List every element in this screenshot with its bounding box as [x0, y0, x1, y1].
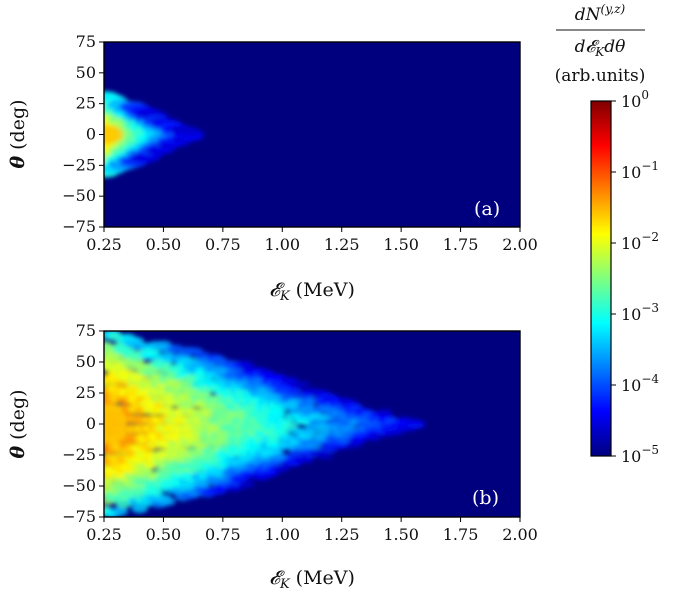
heat-cell	[131, 504, 148, 514]
x-tick-label: 1.00	[264, 235, 300, 254]
x-tick-label: 1.75	[443, 235, 479, 254]
panel-b-heatmap	[104, 331, 425, 517]
panel-a-ticks: 0.25 0.50 0.75 1.00 1.25 1.50 1.75 2.00 75 50 25 0 −…	[62, 32, 538, 254]
y-tick-label: 50	[76, 63, 96, 82]
heat-cell	[388, 429, 405, 435]
y-tick-label: −50	[62, 476, 96, 495]
heat-cell	[238, 361, 255, 370]
x-tick-label: 0.25	[86, 525, 122, 544]
y-tick-label: 0	[86, 125, 96, 144]
heat-cell	[289, 449, 306, 457]
colorbar-tick-label: 100	[621, 88, 649, 111]
colorbar-tick-label: 10−4	[621, 372, 659, 395]
heat-cell	[273, 464, 291, 472]
y-tick-label: −75	[62, 217, 96, 236]
heat-cell	[269, 459, 287, 467]
colorbar-ticks: 100 10−1 10−2 10−3 10−4 10−5	[611, 88, 659, 466]
y-tick-label: −25	[62, 155, 96, 174]
panel-a-heatmap	[104, 91, 204, 178]
heat-cell	[376, 409, 393, 415]
x-tick-label: 0.75	[205, 235, 241, 254]
heat-cell	[407, 419, 425, 426]
x-tick-label: 1.25	[324, 235, 360, 254]
colorbar-tick-label: 10−3	[621, 301, 659, 324]
x-tick-label: 0.50	[146, 525, 182, 544]
y-tick-label: 0	[86, 414, 96, 433]
heat-cell	[301, 428, 318, 436]
panel-a-ylabel: θ(deg)	[7, 99, 29, 168]
colorbar-tick-label: 10−2	[621, 230, 659, 253]
x-tick-label: 0.50	[146, 235, 182, 254]
heat-cell	[273, 428, 291, 436]
y-tick-label: 75	[76, 32, 96, 51]
panel-b-xlabel: 𝓔K (MeV)	[269, 567, 355, 592]
heat-cell	[158, 497, 176, 506]
x-tick-label: 1.50	[383, 525, 419, 544]
x-tick-label: 2.00	[502, 235, 538, 254]
heat-cell	[238, 480, 255, 488]
heat-cell	[111, 506, 129, 516]
colorbar-title-numerator: dN(y,z)	[575, 2, 626, 25]
colorbar-title-denominator: d𝓔Kdθ	[575, 37, 626, 59]
x-tick-label: 1.75	[443, 525, 479, 544]
y-tick-label: 50	[76, 352, 96, 371]
x-tick-label: 1.50	[383, 235, 419, 254]
heat-cell	[176, 128, 204, 137]
x-tick-label: 0.75	[205, 525, 241, 544]
heat-cell	[285, 388, 303, 396]
y-tick-label: 75	[76, 321, 96, 340]
heat-cell	[317, 452, 334, 460]
heat-cell	[269, 407, 287, 415]
x-tick-label: 1.00	[264, 525, 300, 544]
heat-cell	[147, 487, 164, 496]
panel-b: 0.25 0.50 0.75 1.00 1.25 1.50 1.75 2.00 75 50 25 0 −…	[7, 321, 538, 592]
colorbar-units: (arb.units)	[555, 66, 646, 86]
panel-a-tag: (a)	[474, 198, 500, 220]
heat-cell	[297, 455, 314, 463]
heat-core	[104, 404, 127, 444]
panel-a: 0.25 0.50 0.75 1.00 1.25 1.50 1.75 2.00 75 50 25 0 −…	[7, 32, 538, 304]
y-tick-label: 25	[76, 383, 96, 402]
heat-cell	[273, 453, 291, 461]
panel-b-ticks: 0.25 0.50 0.75 1.00 1.25 1.50 1.75 2.00 75 50 25 0 −…	[62, 321, 538, 544]
y-tick-label: 25	[76, 94, 96, 113]
x-tick-label: 2.00	[502, 525, 538, 544]
y-tick-label: −25	[62, 445, 96, 464]
panel-a-xlabel: 𝓔K (MeV)	[269, 279, 355, 304]
x-tick-label: 0.25	[86, 235, 122, 254]
colorbar: dN(y,z) d𝓔Kdθ (arb.units) 100 10−1 10−2 10−…	[555, 2, 660, 466]
panel-b-ylabel: θ(deg)	[7, 389, 29, 458]
heat-core	[104, 125, 123, 144]
heat-cell	[293, 380, 310, 388]
colorbar-tick-label: 10−1	[621, 159, 659, 182]
y-tick-label: −50	[62, 186, 96, 205]
y-tick-label: −75	[62, 507, 96, 526]
x-tick-label: 1.25	[324, 525, 360, 544]
panel-b-tag: (b)	[472, 487, 499, 509]
colorbar-tick-label: 10−5	[621, 443, 659, 466]
colorbar-gradient	[590, 100, 612, 457]
